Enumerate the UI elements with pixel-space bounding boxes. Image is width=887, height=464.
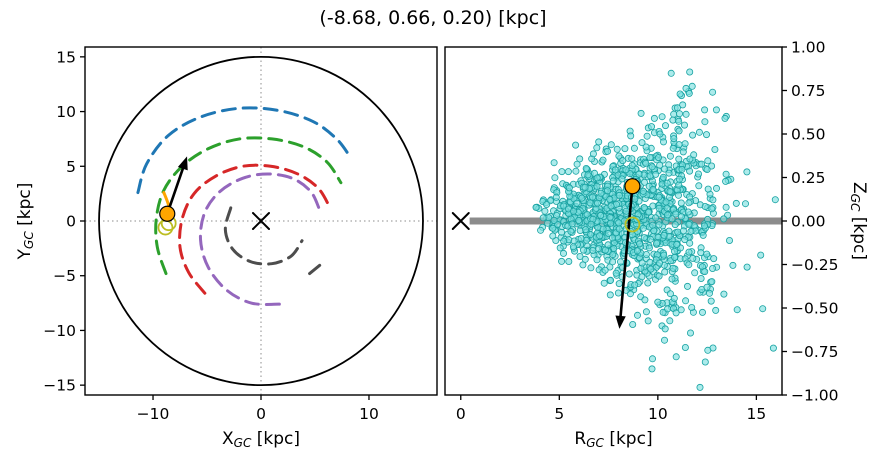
y-tick-label: −15 xyxy=(43,377,76,395)
arm-green xyxy=(154,136,343,276)
velocity-arrow xyxy=(615,186,634,329)
y-tick-label: 5 xyxy=(66,158,76,176)
sun-marker xyxy=(624,178,641,195)
y-tick-label: −10 xyxy=(43,322,76,340)
arm-gray xyxy=(223,206,304,266)
y-tick-label: 0.50 xyxy=(791,126,826,144)
y-tick-label: 0 xyxy=(66,213,76,231)
y-tick-label: 1.00 xyxy=(791,39,826,57)
x-tick-label: 0 xyxy=(456,405,466,423)
y-tick-label: −5 xyxy=(53,267,76,285)
rz-panel: 0 5 10 15 1.00 0.75 0.50 0.25 0.00 −0.25 −0.50 −0.7… xyxy=(444,39,869,450)
galaxy-boundary-circle xyxy=(98,55,424,387)
origin-x-marker xyxy=(252,212,270,230)
x-tick-label: 5 xyxy=(554,405,564,423)
y-tick-label: −0.50 xyxy=(791,300,839,318)
x-axis-label: RGC [kpc] xyxy=(574,429,652,450)
x-axis-label: XGC [kpc] xyxy=(222,429,300,450)
arm-purple xyxy=(198,172,321,306)
spiral-arms xyxy=(136,106,353,306)
y-tick-label: −0.25 xyxy=(791,256,839,274)
y-tick-label: 0.25 xyxy=(791,169,826,187)
arm-gray-segment xyxy=(308,263,322,276)
cluster-open-circle xyxy=(624,216,641,233)
cluster-open-circle xyxy=(157,219,174,236)
y-tick-label: 0.00 xyxy=(791,213,826,231)
x-tick-label: 10 xyxy=(648,405,668,423)
arm-red xyxy=(178,163,332,295)
x-tick-label: 0 xyxy=(256,405,266,423)
y-tick-label: −0.75 xyxy=(791,343,839,361)
y-tick-label: 10 xyxy=(56,103,76,121)
arm-blue xyxy=(136,106,353,195)
figure-title: (-8.68, 0.66, 0.20) [kpc] xyxy=(319,7,547,29)
scatter-points xyxy=(532,68,779,391)
y-tick-label: −1.00 xyxy=(791,387,839,405)
x-tick-label: −10 xyxy=(137,405,170,423)
y-tick-label: 0.75 xyxy=(791,82,826,100)
sun-marker xyxy=(159,205,176,222)
xy-panel: −10 0 10 15 10 5 0 −5 −10 −15 XGC [kpc] YGC [kpc] xyxy=(15,46,438,450)
velocity-arrow xyxy=(166,156,188,215)
y-tick-label: 15 xyxy=(56,48,76,66)
x-tick-label: 10 xyxy=(359,405,379,423)
x-tick-label: 15 xyxy=(747,405,767,423)
y-axis-label: ZGC [kpc] xyxy=(848,182,869,260)
origin-x-marker xyxy=(451,212,470,230)
y-axis-label: YGC [kpc] xyxy=(15,183,36,261)
